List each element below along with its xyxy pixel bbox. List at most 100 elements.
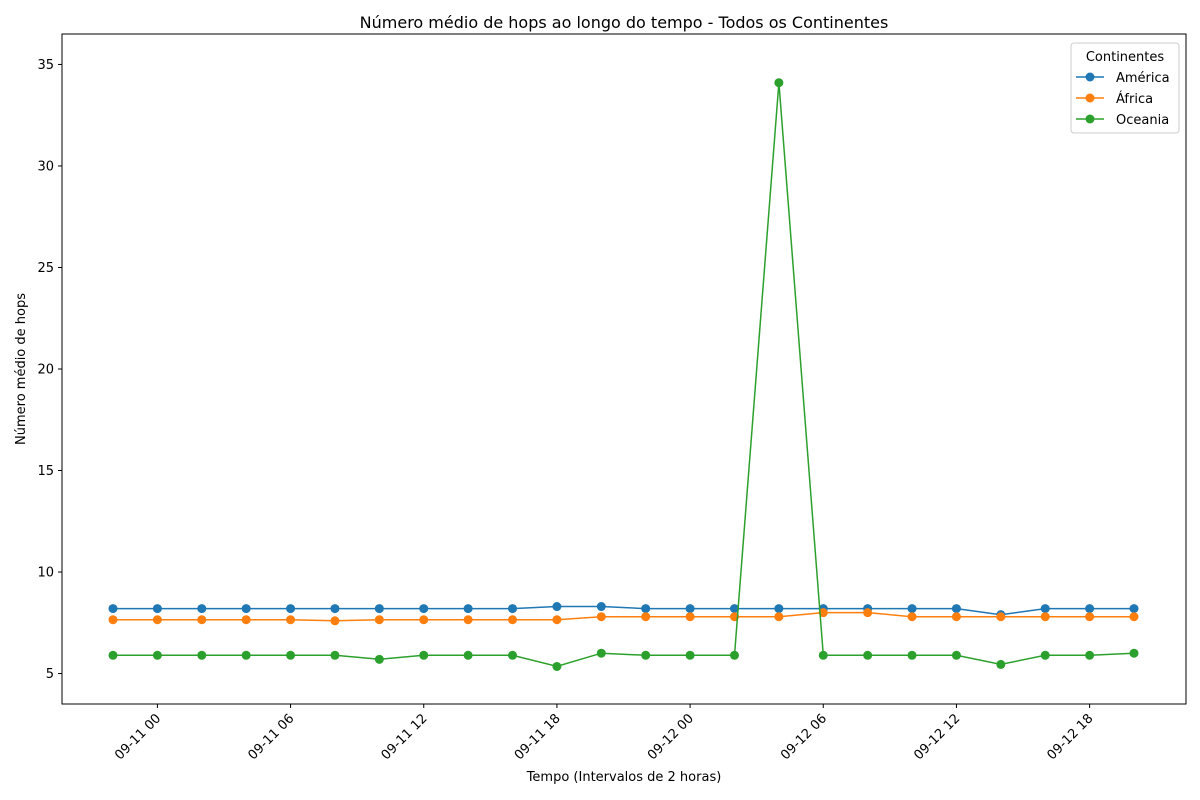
x-tick-label: 09-12 00 [645, 711, 697, 763]
data-point-america [463, 604, 473, 614]
data-point-oceania [108, 650, 118, 660]
series-line-oceania [113, 82, 1135, 668]
legend-swatch-marker [1085, 72, 1095, 82]
data-point-oceania [907, 650, 917, 660]
data-point-america [330, 604, 340, 614]
data-point-oceania [152, 650, 162, 660]
data-point-america [1085, 604, 1095, 614]
data-point-africa [508, 615, 518, 625]
data-point-africa [419, 615, 429, 625]
y-axis-label: Número médio de hops [14, 293, 29, 445]
data-point-oceania [729, 650, 739, 660]
x-tick-label: 09-12 18 [1044, 711, 1096, 763]
legend-title: Continentes [1086, 50, 1165, 65]
data-point-oceania [774, 78, 784, 88]
data-point-africa [641, 612, 651, 622]
legend: Continentes América África Oceania [1070, 42, 1180, 134]
data-point-america [197, 604, 207, 614]
data-point-america [241, 604, 251, 614]
series-line-america [113, 605, 1134, 616]
data-point-america [108, 604, 118, 614]
data-point-oceania [818, 650, 828, 660]
data-point-oceania [596, 648, 606, 658]
data-point-africa [1085, 612, 1095, 622]
data-point-oceania [641, 650, 651, 660]
data-point-america [152, 604, 162, 614]
data-point-oceania [508, 650, 518, 660]
legend-entry: Oceania [1076, 113, 1169, 128]
data-point-africa [1040, 612, 1050, 622]
data-point-oceania [1040, 650, 1050, 660]
data-point-oceania [330, 650, 340, 660]
data-point-oceania [286, 650, 296, 660]
x-axis-label: Tempo (Intervalos de 2 horas) [526, 770, 722, 785]
data-point-africa [152, 615, 162, 625]
data-point-africa [197, 615, 207, 625]
data-point-africa [374, 615, 384, 625]
data-point-oceania [863, 650, 873, 660]
legend-entry: América [1076, 71, 1170, 86]
data-point-africa [596, 612, 606, 622]
data-point-oceania [552, 661, 562, 671]
y-tick-label: 5 [46, 667, 54, 682]
y-tick-label: 15 [37, 464, 54, 479]
data-point-oceania [241, 650, 251, 660]
data-point-oceania [951, 650, 961, 660]
data-point-africa [286, 615, 296, 625]
legend-entries: América África Oceania [1076, 71, 1170, 128]
x-tick-label: 09-11 00 [112, 711, 164, 763]
x-tick-label: 09-11 12 [379, 711, 431, 763]
series-layer [108, 78, 1139, 671]
data-point-america [374, 604, 384, 614]
legend-frame [1070, 42, 1180, 134]
series-line-africa [113, 611, 1134, 622]
x-tick-label: 09-11 06 [245, 711, 297, 763]
chart-title: Número médio de hops ao longo do tempo -… [360, 13, 889, 32]
data-point-africa [818, 608, 828, 618]
legend-swatch-marker [1085, 93, 1095, 103]
legend-swatch-marker [1085, 114, 1095, 124]
data-point-america [596, 602, 606, 612]
x-tick-label: 09-11 18 [512, 711, 564, 763]
data-point-america [951, 604, 961, 614]
data-point-oceania [197, 650, 207, 660]
data-point-africa [330, 616, 340, 626]
data-point-america [419, 604, 429, 614]
data-point-africa [552, 615, 562, 625]
data-point-oceania [996, 659, 1006, 669]
data-point-america [907, 604, 917, 614]
y-tick-label: 35 [37, 58, 54, 73]
data-point-africa [463, 615, 473, 625]
plot-area-frame [61, 33, 1187, 705]
x-tick-label: 09-12 12 [911, 711, 963, 763]
data-point-africa [241, 615, 251, 625]
data-point-oceania [374, 654, 384, 664]
data-point-america [774, 604, 784, 614]
data-point-america [729, 604, 739, 614]
data-point-oceania [1085, 650, 1095, 660]
data-point-america [552, 602, 562, 612]
data-point-oceania [1129, 648, 1139, 658]
data-point-oceania [685, 650, 695, 660]
y-tick-label: 10 [37, 566, 54, 581]
data-point-america [1129, 604, 1139, 614]
data-point-america [1040, 604, 1050, 614]
data-point-africa [685, 612, 695, 622]
y-tick-label: 30 [37, 159, 54, 174]
y-axis: 5 10 15 20 25 30 35 [37, 58, 62, 682]
legend-entry: África [1076, 91, 1153, 107]
legend-label: América [1116, 71, 1170, 86]
x-axis: 09-11 00 09-11 06 09-11 12 09-11 18 09-12 00… [112, 704, 1096, 763]
data-point-america [286, 604, 296, 614]
data-point-africa [996, 612, 1006, 622]
data-point-africa [774, 612, 784, 622]
series-oceania [108, 78, 1139, 671]
data-point-africa [951, 612, 961, 622]
legend-label: África [1116, 91, 1153, 107]
y-tick-label: 25 [37, 261, 54, 276]
data-point-america [641, 604, 651, 614]
series-africa [108, 608, 1139, 626]
x-tick-label: 09-12 06 [778, 711, 830, 763]
y-tick-label: 20 [37, 363, 54, 378]
